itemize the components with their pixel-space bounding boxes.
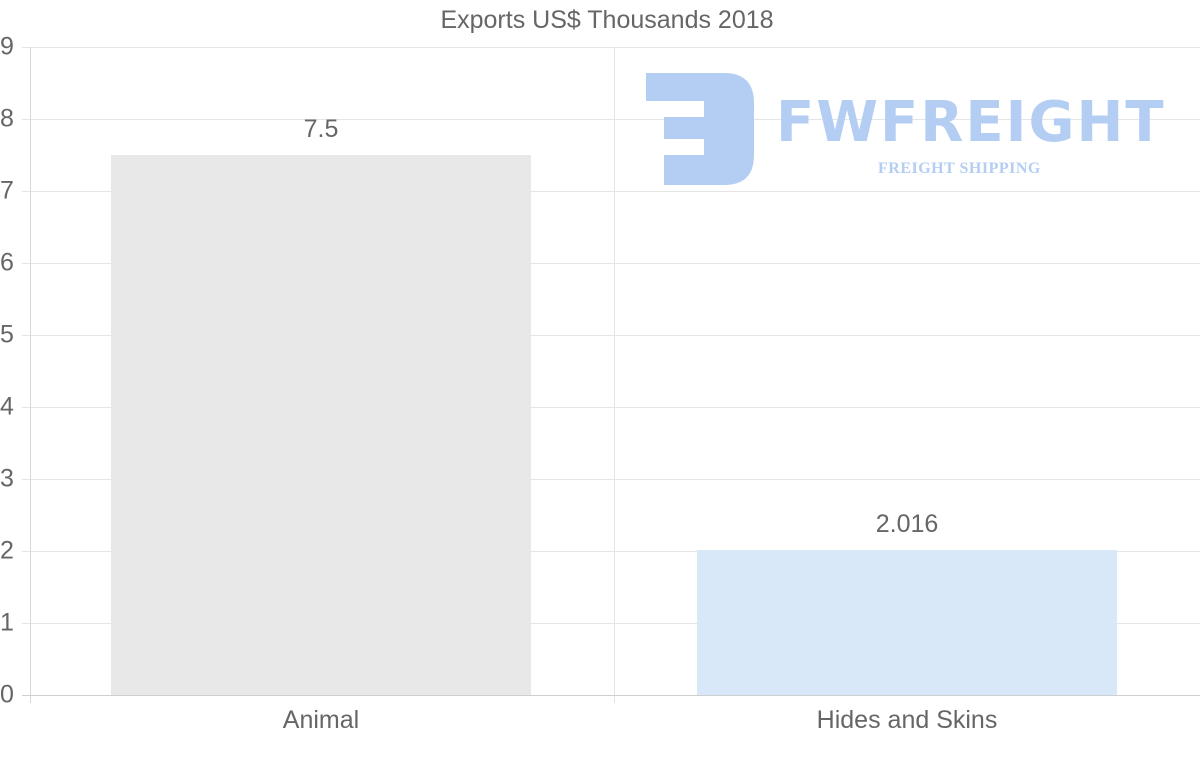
bar-animal[interactable] — [111, 155, 531, 695]
gridline-7 — [22, 191, 1200, 192]
y-tick: 2 — [0, 536, 14, 565]
gridline-3 — [22, 479, 1200, 480]
x-axis-line — [22, 695, 1200, 696]
watermark-brand: FWFREIGHT — [776, 90, 1166, 155]
y-tick: 5 — [0, 320, 14, 349]
y-tick: 4 — [0, 392, 14, 421]
y-tick: 8 — [0, 104, 14, 133]
x-category-label: Animal — [282, 706, 360, 734]
watermark-tagline: FREIGHT SHIPPING — [878, 160, 1041, 177]
y-axis-line — [30, 47, 31, 703]
gridline-2 — [22, 551, 1200, 552]
fwfreight-logo-icon — [646, 73, 754, 185]
y-tick: 1 — [0, 608, 14, 637]
gridline-5 — [22, 335, 1200, 336]
chart-title: Exports US$ Thousands 2018 — [440, 6, 774, 34]
gridline-8 — [22, 119, 1200, 120]
fwfreight-watermark: FWFREIGHT FREIGHT SHIPPING — [646, 73, 1164, 188]
y-tick: 6 — [0, 248, 14, 277]
bar-value-label: 7.5 — [303, 115, 339, 143]
y-tick: 7 — [0, 176, 14, 205]
y-tick: 9 — [0, 32, 14, 61]
gridline-6 — [22, 263, 1200, 264]
plot-area: 9 8 7 6 5 4 3 2 1 0 7.5 2.016 — [0, 34, 1200, 707]
gridline-4 — [22, 407, 1200, 408]
category-divider — [614, 47, 615, 703]
bar-value-label: 2.016 — [875, 509, 939, 538]
x-category-label: Hides and Skins — [816, 706, 998, 734]
y-tick: 0 — [0, 680, 14, 709]
gridline-1 — [22, 623, 1200, 624]
bar-hides-and-skins[interactable] — [697, 549, 1117, 695]
y-tick: 3 — [0, 464, 14, 493]
gridline-9 — [22, 47, 1200, 48]
